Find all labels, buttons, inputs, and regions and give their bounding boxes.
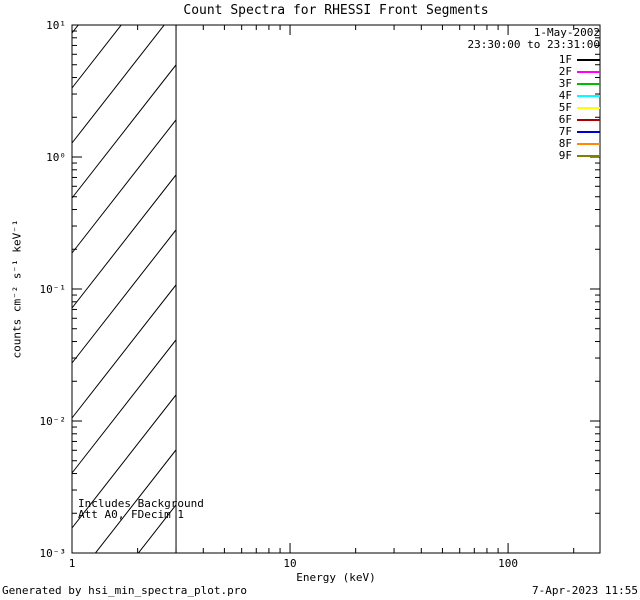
legend-color-swatch bbox=[577, 95, 600, 97]
legend-entry-8f: 8F bbox=[468, 138, 600, 150]
legend-entry-label: 3F bbox=[558, 77, 572, 90]
y-tick-label: 10¹ bbox=[46, 19, 66, 32]
legend-color-swatch bbox=[577, 143, 600, 145]
x-tick-label: 100 bbox=[498, 557, 518, 570]
y-tick-label: 10⁻¹ bbox=[40, 283, 67, 296]
legend-color-swatch bbox=[577, 107, 600, 109]
legend-entry-1f: 1F bbox=[468, 54, 600, 66]
legend-entry-5f: 5F bbox=[468, 102, 600, 114]
legend-date: 1-May-2002 bbox=[533, 26, 600, 39]
axis-ticks bbox=[71, 24, 600, 554]
legend-color-swatch bbox=[577, 155, 600, 157]
legend-entry-4f: 4F bbox=[468, 90, 600, 102]
x-tick-label: 10 bbox=[283, 557, 296, 570]
y-tick-label: 10⁰ bbox=[46, 151, 66, 164]
x-axis-label: Energy (keV) bbox=[296, 571, 376, 584]
legend-time-range: 23:30:00 to 23:31:00 bbox=[467, 38, 600, 51]
legend-color-swatch bbox=[577, 59, 600, 61]
legend-entry-2f: 2F bbox=[468, 66, 600, 78]
legend-entry-label: 1F bbox=[558, 53, 572, 66]
hatch-region bbox=[72, 25, 177, 553]
legend-entry-7f: 7F bbox=[468, 126, 600, 138]
y-tick-label: 10⁻² bbox=[40, 415, 67, 428]
legend-entry-label: 6F bbox=[558, 113, 572, 126]
legend-entry-label: 5F bbox=[558, 101, 572, 114]
legend-color-swatch bbox=[577, 71, 600, 73]
footer-timestamp: 7-Apr-2023 11:55 bbox=[532, 584, 638, 597]
footer-generator-credit: Generated by hsi_min_spectra_plot.pro bbox=[2, 584, 248, 597]
legend-entries: 1F 2F 3F 4F 5F 6F 7F 8F 9F bbox=[468, 54, 600, 162]
legend-entry-label: 2F bbox=[558, 65, 572, 78]
legend-entry-6f: 6F bbox=[468, 114, 600, 126]
legend: 1-May-2002 23:30:00 to 23:31:00 1F 2F 3F 4F… bbox=[468, 27, 600, 162]
annotation-includes-background: Includes Background bbox=[78, 497, 204, 510]
legend-entry-3f: 3F bbox=[468, 78, 600, 90]
x-tick-label: 1 bbox=[69, 557, 76, 570]
legend-color-swatch bbox=[577, 83, 600, 85]
annotation-attenuator-state: Att A0, FDecim 1 bbox=[78, 508, 184, 521]
legend-color-swatch bbox=[577, 119, 600, 121]
legend-color-swatch bbox=[577, 131, 600, 133]
chart-title: Count Spectra for RHESSI Front Segments bbox=[183, 3, 489, 18]
y-axis-label: counts cm⁻² s⁻¹ keV⁻¹ bbox=[10, 219, 24, 359]
legend-entry-label: 7F bbox=[558, 125, 572, 138]
legend-entry-label: 9F bbox=[558, 149, 572, 162]
y-tick-label: 10⁻³ bbox=[40, 547, 67, 560]
legend-entry-label: 4F bbox=[558, 89, 572, 102]
legend-entry-9f: 9F bbox=[468, 150, 600, 162]
legend-entry-label: 8F bbox=[558, 137, 572, 150]
